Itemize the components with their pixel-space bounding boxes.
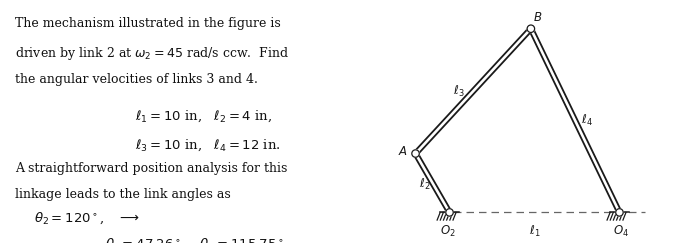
- Text: $O_2$: $O_2$: [440, 224, 456, 239]
- Text: $\ell_1 = 10$ in,   $\ell_2 = 4$ in,: $\ell_1 = 10$ in, $\ell_2 = 4$ in,: [135, 108, 272, 124]
- Text: linkage leads to the link angles as: linkage leads to the link angles as: [15, 188, 231, 201]
- Text: $\ell_1$: $\ell_1$: [528, 224, 540, 239]
- Circle shape: [446, 209, 454, 216]
- Text: $\theta_2 = 120^\circ$,   $\longrightarrow$: $\theta_2 = 120^\circ$, $\longrightarrow…: [34, 210, 139, 226]
- Text: driven by link 2 at $\omega_2 = 45$ rad/s ccw.  Find: driven by link 2 at $\omega_2 = 45$ rad/…: [15, 45, 289, 62]
- Text: $O_4$: $O_4$: [613, 224, 629, 239]
- Circle shape: [412, 150, 419, 157]
- Text: $\ell_3 = 10$ in,   $\ell_4 = 12$ in.: $\ell_3 = 10$ in, $\ell_4 = 12$ in.: [135, 137, 281, 153]
- Text: A straightforward position analysis for this: A straightforward position analysis for …: [15, 162, 288, 174]
- Text: The mechanism illustrated in the figure is: The mechanism illustrated in the figure …: [15, 17, 281, 30]
- Text: $\theta_3 = 47.26^\circ$,   $\theta_4 = 115.75^\circ$.: $\theta_3 = 47.26^\circ$, $\theta_4 = 11…: [105, 237, 290, 243]
- Text: $\ell_2$: $\ell_2$: [419, 177, 430, 192]
- Text: $B$: $B$: [533, 11, 542, 24]
- Text: $A$: $A$: [398, 145, 408, 158]
- Circle shape: [616, 209, 623, 216]
- Text: the angular velocities of links 3 and 4.: the angular velocities of links 3 and 4.: [15, 73, 258, 86]
- Text: $\ell_4$: $\ell_4$: [581, 113, 593, 128]
- Circle shape: [527, 25, 535, 33]
- Text: $\ell_3$: $\ell_3$: [453, 84, 465, 99]
